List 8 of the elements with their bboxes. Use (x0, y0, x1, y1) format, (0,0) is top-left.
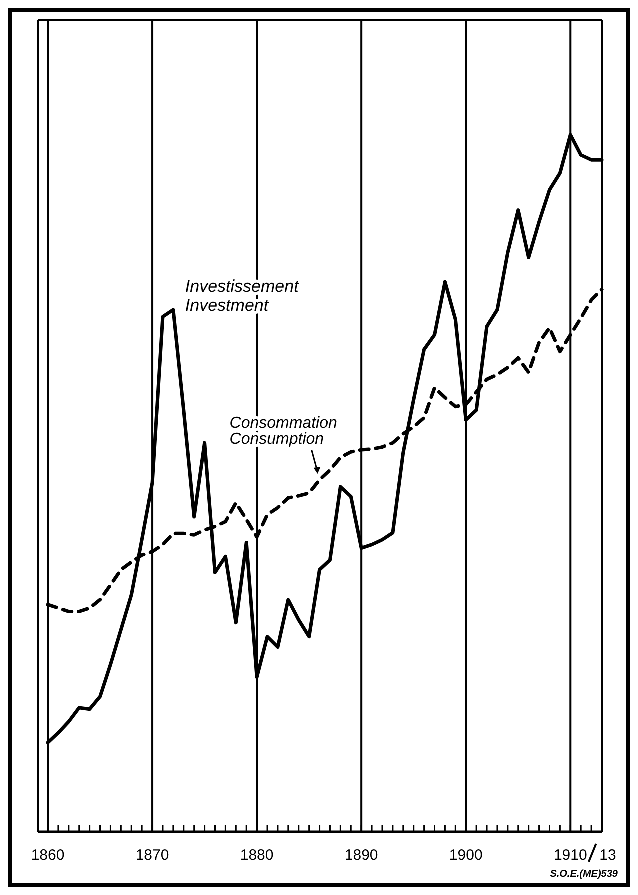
x-tick-label: 1880 (240, 847, 274, 864)
x-tick-label: 13 (600, 847, 616, 864)
x-tick-label: 1870 (136, 847, 170, 864)
x-tick-label: 1910 (554, 847, 588, 864)
x-tick-label: 1890 (344, 847, 378, 864)
x-tick-label: 1860 (31, 847, 65, 864)
x-tick-label: 1900 (449, 847, 483, 864)
text: S.O.E.(ME)539 (550, 869, 618, 880)
